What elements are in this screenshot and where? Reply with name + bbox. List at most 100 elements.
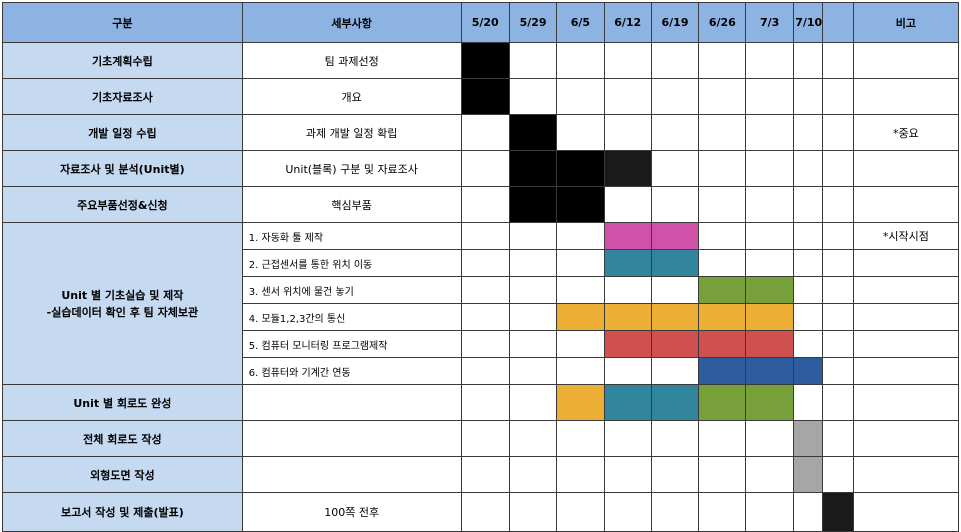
gantt-cell <box>698 420 747 457</box>
row-note <box>852 78 960 115</box>
row-category: 기초자료조사 <box>2 78 243 115</box>
gantt-cell <box>556 303 605 331</box>
gantt-cell <box>603 420 652 457</box>
gantt-cell <box>822 249 854 277</box>
row-detail <box>241 456 462 493</box>
gantt-cell <box>745 420 794 457</box>
gantt-cell <box>556 384 605 421</box>
gantt-cell <box>508 492 558 532</box>
gantt-cell <box>650 42 700 79</box>
gantt-cell <box>792 42 824 79</box>
gantt-cell <box>556 276 605 304</box>
gantt-cell <box>556 42 605 79</box>
gantt-cell <box>698 276 747 304</box>
gantt-cell <box>822 186 854 223</box>
gantt-cell <box>650 78 700 115</box>
gantt-cell <box>745 492 794 532</box>
gantt-cell <box>460 186 510 223</box>
gantt-cell <box>698 114 747 151</box>
gantt-cell <box>650 150 700 187</box>
gantt-cell <box>556 186 605 223</box>
gantt-cell <box>745 357 794 385</box>
row-detail <box>241 384 462 421</box>
table-row: 4. 모듈1,2,3간의 통신 <box>3 303 960 331</box>
gantt-cell <box>460 330 510 358</box>
row-category: Unit 별 회로도 완성 <box>2 384 243 421</box>
gantt-cell <box>822 276 854 304</box>
gantt-cell <box>822 420 854 457</box>
unit-group-category: Unit 별 기초실습 및 제작 -실습데이터 확인 후 팀 자체보관 <box>2 222 243 385</box>
row-category: 보고서 작성 및 제출(발표) <box>2 492 243 532</box>
gantt-cell <box>650 114 700 151</box>
gantt-cell <box>822 222 854 250</box>
gantt-cell <box>698 222 747 250</box>
row-note <box>852 420 960 457</box>
sub-task-detail: 5. 컴퓨터 모니터링 프로그램제작 <box>241 330 462 358</box>
gantt-cell <box>698 384 747 421</box>
gantt-cell <box>556 78 605 115</box>
gantt-cell <box>822 42 854 79</box>
gantt-cell <box>556 492 605 532</box>
table-row: Unit 별 회로도 완성 <box>2 384 960 421</box>
row-note <box>852 303 960 331</box>
gantt-cell <box>822 303 854 331</box>
table-row: 외형도면 작성 <box>2 456 960 493</box>
row-detail: 100쪽 전후 <box>241 492 462 532</box>
gantt-cell <box>460 42 510 79</box>
row-note <box>852 330 960 358</box>
gantt-cell <box>460 384 510 421</box>
gantt-cell <box>460 303 510 331</box>
gantt-cell <box>460 492 510 532</box>
gantt-cell <box>698 78 747 115</box>
gantt-cell <box>508 78 558 115</box>
row-detail <box>241 420 462 457</box>
gantt-cell <box>508 384 558 421</box>
gantt-cell <box>822 330 854 358</box>
gantt-cell <box>745 249 794 277</box>
row-note <box>852 150 960 187</box>
gantt-cell <box>460 150 510 187</box>
header-week: 5/29 <box>508 2 558 43</box>
gantt-cell <box>603 357 652 385</box>
gantt-cell <box>650 303 700 331</box>
gantt-cell <box>603 276 652 304</box>
gantt-cell <box>792 357 824 385</box>
header-week: 7/3 <box>745 2 794 43</box>
gantt-cell <box>603 330 652 358</box>
gantt-cell <box>822 384 854 421</box>
row-category: 개발 일정 수립 <box>2 114 243 151</box>
header-category: 구분 <box>2 2 243 43</box>
gantt-cell <box>792 249 824 277</box>
gantt-cell <box>460 249 510 277</box>
gantt-cell <box>822 456 854 493</box>
header-row: 구분 세부사항 5/20 5/29 6/5 6/12 6/19 6/26 7/3… <box>2 2 960 43</box>
gantt-cell <box>603 492 652 532</box>
sub-task-detail: 2. 근접센서를 통한 위치 이동 <box>241 249 462 277</box>
gantt-cell <box>650 420 700 457</box>
gantt-cell <box>650 186 700 223</box>
gantt-cell <box>556 456 605 493</box>
header-week: 7/10 <box>792 2 824 43</box>
gantt-cell <box>460 357 510 385</box>
gantt-cell <box>792 78 824 115</box>
gantt-cell <box>508 222 558 250</box>
gantt-cell <box>792 150 824 187</box>
gantt-cell <box>556 249 605 277</box>
gantt-cell <box>698 456 747 493</box>
row-note <box>852 276 960 304</box>
gantt-cell <box>698 150 747 187</box>
header-week: 6/26 <box>698 2 747 43</box>
gantt-cell <box>603 114 652 151</box>
sub-task-detail: 3. 센서 위치에 물건 놓기 <box>241 276 462 304</box>
gantt-cell <box>556 357 605 385</box>
gantt-cell <box>745 114 794 151</box>
table-row: 기초자료조사 개요 <box>2 78 960 115</box>
row-note: *시작시점 <box>852 222 960 250</box>
gantt-cell <box>745 330 794 358</box>
gantt-cell <box>698 492 747 532</box>
gantt-cell <box>698 357 747 385</box>
gantt-cell <box>460 420 510 457</box>
row-note <box>852 456 960 493</box>
gantt-cell <box>822 492 854 532</box>
gantt-cell <box>508 420 558 457</box>
